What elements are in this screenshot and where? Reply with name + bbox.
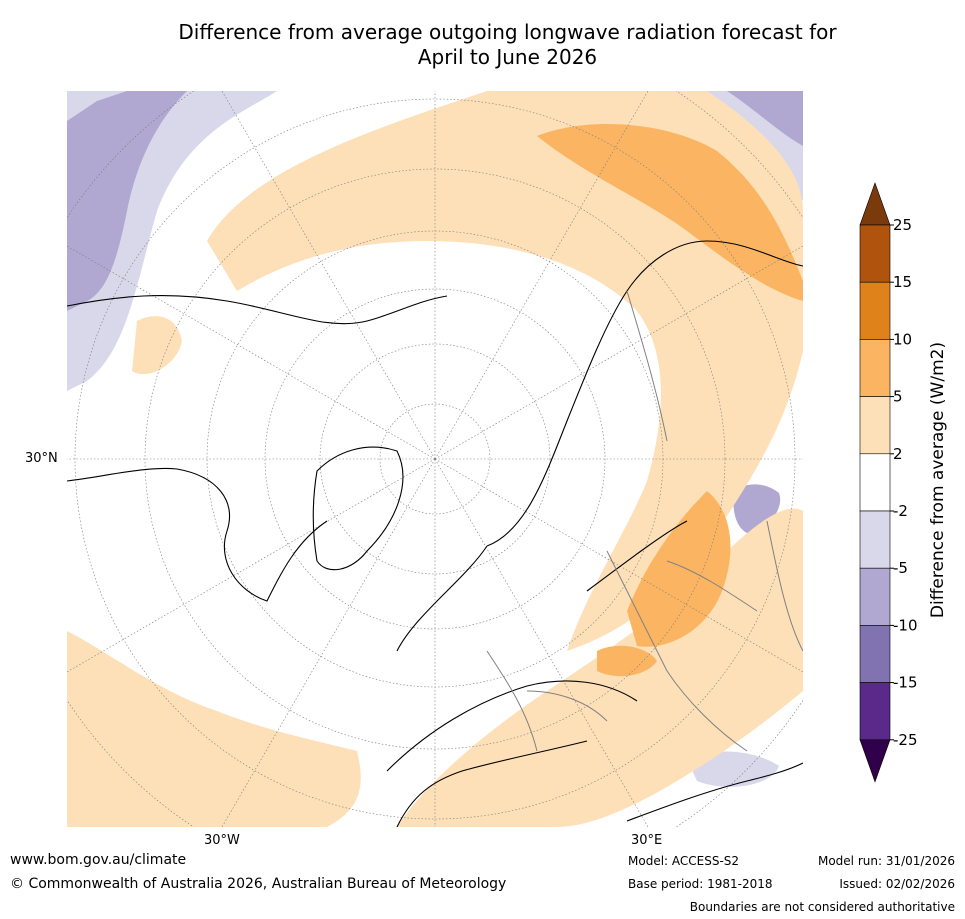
colorbar-tick-label: 5 xyxy=(893,388,903,406)
footer-base-period: Base period: 1981-2018 xyxy=(628,877,773,891)
graticule xyxy=(67,91,803,827)
anomaly-purple-southeast xyxy=(687,751,779,787)
anomaly-orange-siberia xyxy=(627,491,731,647)
colorbar-extend-bottom xyxy=(859,739,891,783)
title-line-1: Difference from average outgoing longwav… xyxy=(178,20,837,44)
label-lon-30w: 30°W xyxy=(204,833,240,848)
colorbar-tick-label: 10 xyxy=(893,330,912,348)
colorbar-block xyxy=(859,224,891,283)
colorbar-tick-label: 15 xyxy=(893,273,912,291)
colorbar-block xyxy=(859,396,891,455)
colorbar-block xyxy=(859,281,891,340)
coastlines xyxy=(67,240,803,827)
label-lat-30n: 30°N xyxy=(25,451,58,466)
colorbar-tick-label: -25 xyxy=(893,731,918,749)
colorbar-tick-label: -10 xyxy=(893,616,918,634)
colorbar-block xyxy=(859,625,891,683)
footer-model: Model: ACCESS-S2 xyxy=(628,854,740,868)
anomaly-purple-northeast-strong xyxy=(727,91,803,146)
anomaly-orange-central-asia xyxy=(597,645,657,677)
colorbar-tick-label: -2 xyxy=(893,502,908,520)
footer-disclaimer: Boundaries are not considered authoritat… xyxy=(689,900,955,914)
title-line-2: April to June 2026 xyxy=(417,45,598,69)
anomaly-light-orange-west xyxy=(132,316,182,375)
map-title: Difference from average outgoing longwav… xyxy=(60,20,955,70)
footer-issued: Issued: 02/02/2026 xyxy=(839,877,955,891)
colorbar-block xyxy=(859,510,891,569)
colorbar-label: Difference from average (W/m2) xyxy=(928,342,948,618)
country-boundaries xyxy=(486,290,803,752)
colorbar-extend-top xyxy=(859,182,891,226)
colorbar-blocks xyxy=(859,182,891,783)
colorbar-tick-label: -15 xyxy=(893,674,918,692)
footer-model-run: Model run: 31/01/2026 xyxy=(817,854,955,868)
footer-website: www.bom.gov.au/climate xyxy=(10,852,187,868)
colorbar-block xyxy=(859,453,891,512)
colorbar-tick-label: 2 xyxy=(893,445,903,463)
colorbar-block xyxy=(859,567,891,626)
colorbar-ticks: 25 15 10 5 2 -2 -5 -10 -15 -25 xyxy=(890,216,918,749)
footer-copyright: © Commonwealth of Australia 2026, Austra… xyxy=(10,876,507,892)
polar-map xyxy=(67,91,803,827)
anomaly-purple-northwest-strong xyxy=(67,91,187,311)
anomaly-light-orange-north xyxy=(207,91,803,651)
colorbar-tick-label: 25 xyxy=(893,216,912,234)
anomaly-light-orange-southwest xyxy=(67,631,361,827)
label-lon-30e: 30°E xyxy=(631,833,663,848)
colorbar-block xyxy=(859,339,891,397)
colorbar-block xyxy=(859,682,891,741)
colorbar-tick-label: -5 xyxy=(893,559,908,577)
colorbar: 25 15 10 5 2 -2 -5 -10 -15 -25 Difference from av… xyxy=(859,182,948,783)
